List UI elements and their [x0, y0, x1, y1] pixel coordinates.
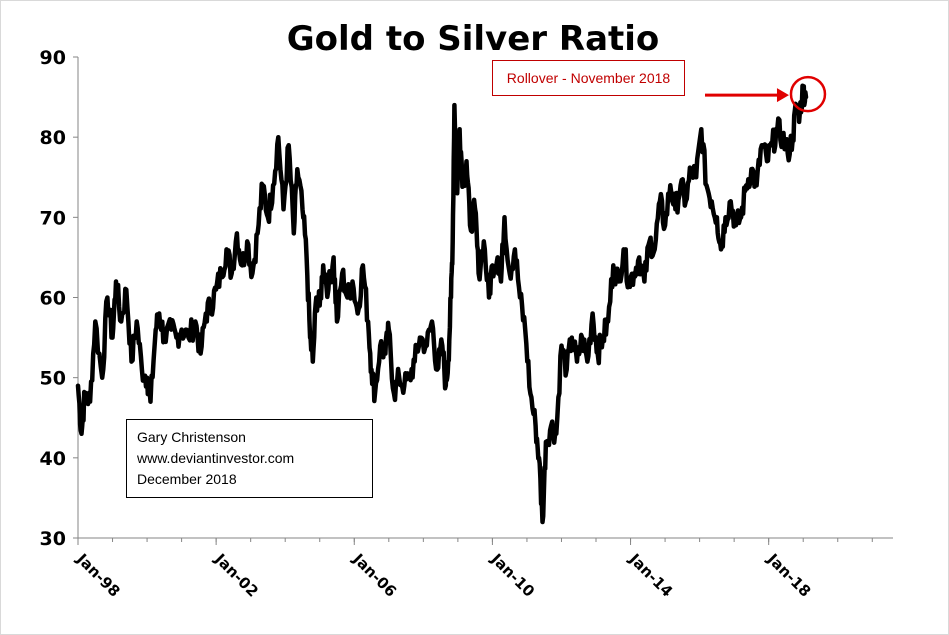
x-tick-label: Jan-10: [487, 549, 538, 600]
highlight-circle: [789, 75, 827, 113]
x-tick-label: Jan-14: [625, 549, 676, 600]
credit-date: December 2018: [137, 471, 237, 487]
x-tick-label: Jan-06: [349, 549, 400, 600]
y-tick-label: 50: [40, 368, 66, 390]
y-tick-label: 80: [40, 127, 66, 149]
y-tick-label: 70: [40, 207, 66, 229]
plot-area: [75, 83, 809, 525]
credit-author: Gary Christenson: [137, 429, 246, 445]
x-tick-label: Jan-98: [72, 549, 123, 600]
highlight-arrow-head: [776, 88, 789, 103]
y-tick-label: 40: [40, 448, 66, 470]
chart-title: Gold to Silver Ratio: [287, 19, 660, 59]
highlight-annotation: [705, 75, 827, 113]
x-tick-label: Jan-02: [211, 549, 262, 600]
y-axis: 30 40 50 60 70 80 90: [40, 47, 79, 550]
credit-box: Gary Christenson www.deviantinvestor.com…: [126, 419, 373, 498]
credit-website: www.deviantinvestor.com: [137, 450, 295, 466]
y-tick-label: 60: [40, 288, 66, 310]
x-tick-label: Jan-18: [763, 549, 814, 600]
rollover-callout: Rollover - November 2018: [492, 60, 685, 96]
y-tick-label: 90: [40, 47, 66, 69]
y-tick-label: 30: [40, 528, 66, 550]
gold-silver-ratio-line: [75, 83, 809, 525]
x-axis: Jan-98 Jan-02 Jan-06 Jan-10 Jan-14 Jan-18: [72, 537, 893, 601]
